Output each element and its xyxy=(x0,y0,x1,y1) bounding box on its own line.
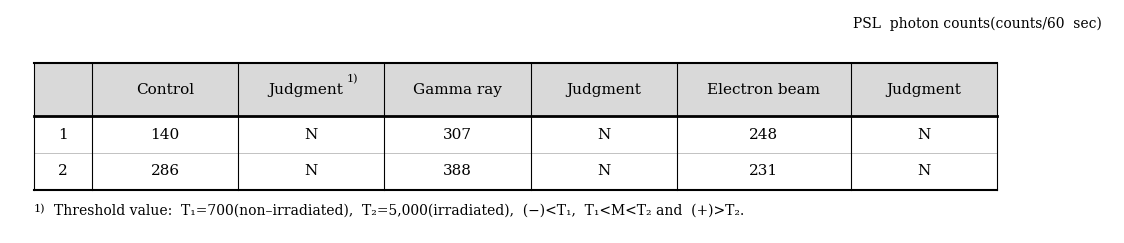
Text: Judgment: Judgment xyxy=(566,83,641,97)
Text: 140: 140 xyxy=(151,128,180,142)
Text: Electron beam: Electron beam xyxy=(707,83,821,97)
Text: Judgment: Judgment xyxy=(887,83,961,97)
Text: 1: 1 xyxy=(58,128,67,142)
Text: 286: 286 xyxy=(151,164,180,178)
Text: 307: 307 xyxy=(443,128,472,142)
Text: N: N xyxy=(597,128,610,142)
Text: 248: 248 xyxy=(750,128,778,142)
Bar xyxy=(34,63,997,116)
Text: Threshold value:  T₁=700(non–irradiated),  T₂=5,000(irradiated),  (−)<T₁,  T₁<M<: Threshold value: T₁=700(non–irradiated),… xyxy=(54,204,744,218)
Text: N: N xyxy=(917,128,931,142)
Text: Judgment: Judgment xyxy=(269,83,343,97)
Text: 388: 388 xyxy=(443,164,472,178)
Text: N: N xyxy=(597,164,610,178)
Text: 231: 231 xyxy=(750,164,778,178)
Text: N: N xyxy=(305,164,318,178)
Text: 2: 2 xyxy=(58,164,67,178)
Text: N: N xyxy=(917,164,931,178)
Text: Gamma ray: Gamma ray xyxy=(413,83,502,97)
Text: 1): 1) xyxy=(34,204,45,214)
Text: PSL  photon counts(counts/60  sec): PSL photon counts(counts/60 sec) xyxy=(853,17,1102,31)
Text: 1): 1) xyxy=(346,74,359,85)
Text: Control: Control xyxy=(136,83,194,97)
Text: N: N xyxy=(305,128,318,142)
